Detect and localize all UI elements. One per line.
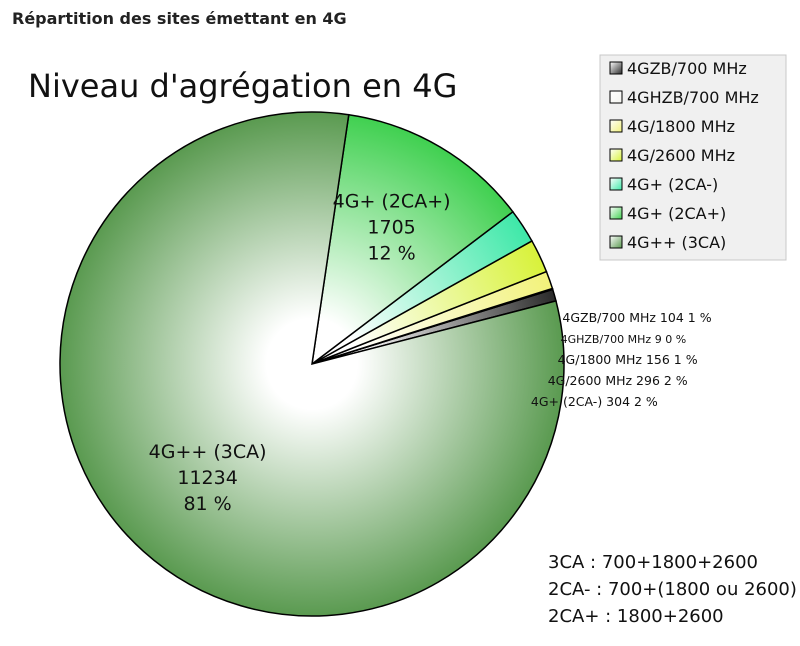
note-2ca-minus: 2CA- : 700+(1800 ou 2600) [548, 579, 797, 600]
legend-swatch-4g-3ca [609, 235, 623, 249]
slice-label-4ghzb-700-mhz: 4GHZB/700 MHz 9 0 % [561, 333, 687, 346]
slice-label-4g-2ca-percent: 12 % [367, 243, 415, 265]
legend-swatch-4g-2ca [609, 206, 623, 220]
slice-label-4g-3ca-percent: 81 % [183, 493, 231, 515]
chart-title: Niveau d'agrégation en 4G [28, 67, 457, 105]
notes: 3CA : 700+1800+2600 2CA- : 700+(1800 ou … [548, 552, 797, 627]
note-2ca-plus: 2CA+ : 1800+2600 [548, 606, 724, 627]
slice-label-4gzb-700-mhz: 4GZB/700 MHz 104 1 % [562, 310, 711, 325]
legend-label-4g-3ca: 4G++ (3CA) [627, 233, 726, 252]
slice-label-4g-1800-mhz: 4G/1800 MHz 156 1 % [558, 352, 698, 367]
slice-label-4g-2ca: 4G+ (2CA-) 304 2 % [531, 394, 658, 409]
slice-labels: 4GZB/700 MHz 104 1 % 4GHZB/700 MHz 9 0 % 4… [149, 191, 712, 516]
slice-label-4g-2ca-name: 4G+ (2CA+) [333, 191, 451, 213]
legend-label-4g-2ca: 4G+ (2CA+) [627, 204, 726, 223]
legend-box [599, 54, 787, 261]
legend-swatch-4g-1800-mhz [609, 119, 623, 133]
slice-label-4g-2600-mhz: 4G/2600 MHz 296 2 % [548, 373, 688, 388]
legend-label-4g-2600-mhz: 4G/2600 MHz [627, 146, 735, 165]
legend-label-4g-2ca: 4G+ (2CA-) [627, 175, 718, 194]
legend-label-4ghzb-700-mhz: 4GHZB/700 MHz [627, 88, 759, 107]
slice-label-4g-3ca-value: 11234 [177, 467, 237, 489]
slice-label-4g-2ca-value: 1705 [367, 217, 415, 239]
page-heading: Répartition des sites émettant en 4G [12, 9, 347, 28]
slice-label-4g-3ca-name: 4G++ (3CA) [149, 441, 267, 463]
slice-4g-2ca [310, 113, 514, 366]
legend-label-4gzb-700-mhz: 4GZB/700 MHz [627, 59, 747, 78]
slice-4g-3ca [59, 111, 565, 617]
legend-label-4g-1800-mhz: 4G/1800 MHz [627, 117, 735, 136]
pie-slices [59, 111, 565, 617]
note-3ca: 3CA : 700+1800+2600 [548, 552, 758, 573]
legend-swatch-4g-2600-mhz [609, 148, 623, 162]
legend: 4GZB/700 MHz 4GHZB/700 MHz 4G/1800 MHz 4G/2… [599, 54, 787, 261]
legend-swatch-4ghzb-700-mhz [609, 90, 623, 104]
legend-swatch-4g-2ca [609, 177, 623, 191]
legend-swatch-4gzb-700-mhz [609, 61, 623, 75]
